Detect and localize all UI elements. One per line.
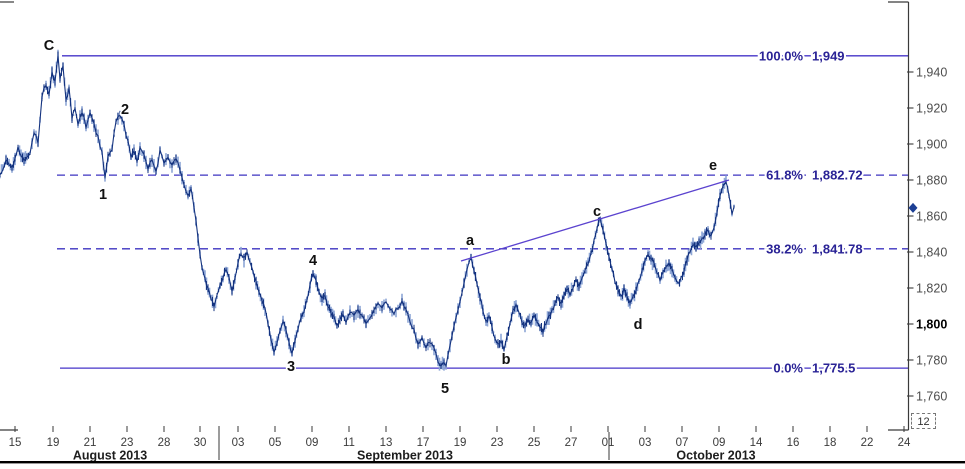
y-tick-label-1,880: 1,880 xyxy=(916,174,947,188)
y-tick-label-1,940: 1,940 xyxy=(916,66,947,80)
x-tick-label-28: 28 xyxy=(158,437,171,449)
wave-label-3: 3 xyxy=(287,359,295,375)
wave-label-1: 1 xyxy=(99,187,107,203)
page-number-box: 12 xyxy=(911,413,936,429)
fib-pct-label: 100.0% xyxy=(759,48,804,63)
y-tick-label-1,780: 1,780 xyxy=(916,354,947,368)
y-tick-label-1,800: 1,800 xyxy=(916,318,947,332)
wave-label-a: a xyxy=(466,233,475,249)
wave-label-2: 2 xyxy=(121,102,129,118)
x-tick-label-19: 19 xyxy=(47,437,60,449)
x-tick-label-21: 21 xyxy=(84,437,97,449)
y-tick-label-1,840: 1,840 xyxy=(916,246,947,260)
x-tick-label-01: 01 xyxy=(602,437,615,449)
wave-label-4: 4 xyxy=(309,253,317,269)
x-tick-label-09: 09 xyxy=(306,437,319,449)
x-tick-label-30: 30 xyxy=(194,437,207,449)
x-tick-label-16: 16 xyxy=(787,437,800,449)
price-line xyxy=(0,55,735,367)
fib-pct-label: 0.0% xyxy=(773,361,803,376)
bottom-border xyxy=(0,461,965,464)
x-tick-label-22: 22 xyxy=(861,437,874,449)
fib-price-label: 1,882.72 xyxy=(812,168,863,183)
wave-labels: C 1 2 3 4 5 a b c d e xyxy=(42,37,718,399)
x-tick-label-23: 23 xyxy=(491,437,504,449)
x-tick-label-23: 23 xyxy=(121,437,134,449)
x-tick-label-11: 11 xyxy=(343,437,355,449)
y-tick-label-1,860: 1,860 xyxy=(916,210,947,224)
y-tick-label-1,760: 1,760 xyxy=(916,390,947,404)
wave-label-e: e xyxy=(709,158,717,174)
price-series xyxy=(0,49,735,371)
y-tick-label-1,820: 1,820 xyxy=(916,282,947,296)
month-label: October 2013 xyxy=(676,449,755,463)
x-tick-label-15: 15 xyxy=(9,437,22,449)
x-tick-label-09: 09 xyxy=(713,437,726,449)
y-tick-label-1,920: 1,920 xyxy=(916,102,947,116)
y-tick-label-1,900: 1,900 xyxy=(916,138,947,152)
trendline-a-e xyxy=(460,179,730,262)
fib-retracement-levels: 100.0% 1,949 61.8% 1,882.72 38.2% 1,841.78 0.0… xyxy=(57,46,909,378)
month-label: August 2013 xyxy=(73,449,147,463)
x-tick-label-17: 17 xyxy=(417,437,430,449)
x-tick-label-13: 13 xyxy=(380,437,393,449)
x-tick-label-03: 03 xyxy=(232,437,245,449)
wave-label-5: 5 xyxy=(441,381,449,397)
month-label: September 2013 xyxy=(357,449,453,463)
wave-label-b: b xyxy=(502,352,511,368)
x-tick-label-14: 14 xyxy=(750,437,763,449)
x-axis: 15 19 21 23 28 30 03 05 09 11 13 17 19 23 25 27 01 03 07 09… xyxy=(0,426,965,464)
x-tick-label-27: 27 xyxy=(565,437,578,449)
x-tick-label-05: 05 xyxy=(269,437,282,449)
fib-price-label: 1,775.5 xyxy=(812,361,855,376)
wave-label-c: c xyxy=(593,204,601,220)
x-tick-label-07: 07 xyxy=(676,437,689,449)
fib-pct-label: 38.2% xyxy=(766,241,803,256)
wave-label-d: d xyxy=(634,317,643,333)
x-tick-label-18: 18 xyxy=(824,437,837,449)
fib-pct-label: 61.8% xyxy=(766,168,803,183)
trendline xyxy=(460,179,730,262)
x-tick-label-25: 25 xyxy=(528,437,541,449)
y-axis: 1,940 1,920 1,900 1,880 1,860 1,840 1,820 1,800… xyxy=(0,1,947,431)
x-tick-label-19: 19 xyxy=(454,437,467,449)
x-tick-label-03: 03 xyxy=(639,437,652,449)
wave-label-C: C xyxy=(44,38,55,54)
last-price-marker xyxy=(908,202,918,213)
fib-price-label: 1,949 xyxy=(812,48,845,63)
fib-price-label: 1,841.78 xyxy=(812,241,863,256)
last-price-diamond xyxy=(908,202,918,213)
x-tick-label-24: 24 xyxy=(898,437,911,449)
